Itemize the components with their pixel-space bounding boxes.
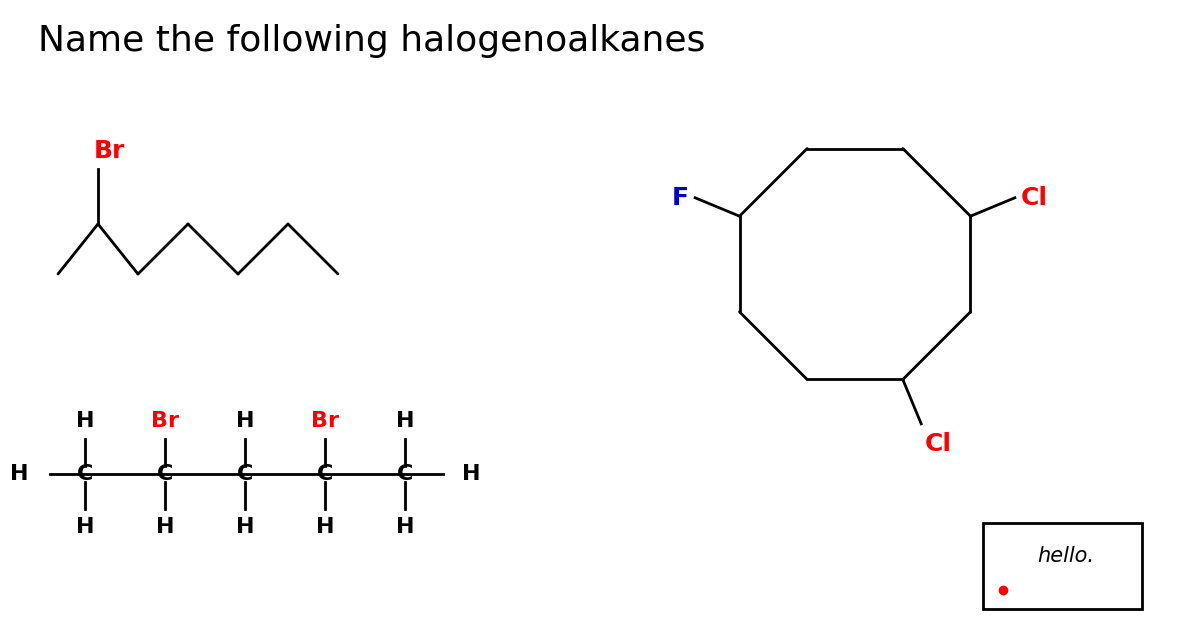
Text: Br: Br	[94, 139, 125, 163]
Text: C: C	[317, 464, 334, 484]
Text: H: H	[462, 464, 480, 484]
Text: C: C	[77, 464, 94, 484]
Text: H: H	[235, 411, 254, 431]
Text: Cl: Cl	[1021, 186, 1048, 210]
FancyBboxPatch shape	[983, 523, 1142, 609]
Text: hello.: hello.	[1037, 546, 1094, 566]
Text: H: H	[396, 411, 414, 431]
Text: H: H	[10, 464, 28, 484]
Text: Br: Br	[151, 411, 179, 431]
Text: H: H	[316, 517, 335, 537]
Text: Cl: Cl	[925, 432, 953, 456]
Text: H: H	[76, 411, 95, 431]
Text: H: H	[235, 517, 254, 537]
Text: Br: Br	[311, 411, 340, 431]
Text: C: C	[157, 464, 173, 484]
Text: F: F	[672, 186, 689, 210]
Text: Name the following halogenoalkanes: Name the following halogenoalkanes	[38, 24, 706, 58]
Text: C: C	[397, 464, 413, 484]
Text: H: H	[76, 517, 95, 537]
Text: H: H	[396, 517, 414, 537]
Text: C: C	[236, 464, 253, 484]
Text: H: H	[156, 517, 174, 537]
